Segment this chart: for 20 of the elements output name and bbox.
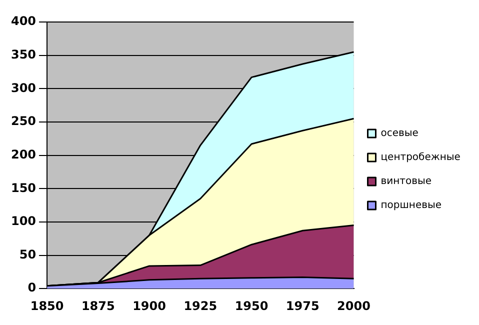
y-tick-label: 250 [10,114,36,128]
y-tick-label: 100 [10,214,36,228]
x-tick-label: 1875 [81,298,115,313]
y-tick-label: 300 [10,80,36,95]
legend-label: центробежные [380,152,460,164]
legend-label: осевые [380,128,418,140]
x-tick-label: 2000 [337,298,370,313]
y-tick-label: 200 [10,147,36,162]
x-tick-label: 1975 [286,298,320,313]
legend-label: поршневые [380,200,442,212]
x-tick-label: 1900 [132,298,166,313]
y-tick-label: 350 [10,47,36,62]
y-tick-label: 0 [28,280,36,295]
legend-label: винтовые [380,176,432,188]
y-tick-label: 400 [10,14,36,28]
x-tick-label: 1925 [184,298,218,313]
x-tick-label: 1850 [30,298,64,313]
x-tick-label: 1950 [234,298,268,313]
y-tick-label: 150 [10,180,36,195]
y-tick-label: 50 [19,247,36,262]
